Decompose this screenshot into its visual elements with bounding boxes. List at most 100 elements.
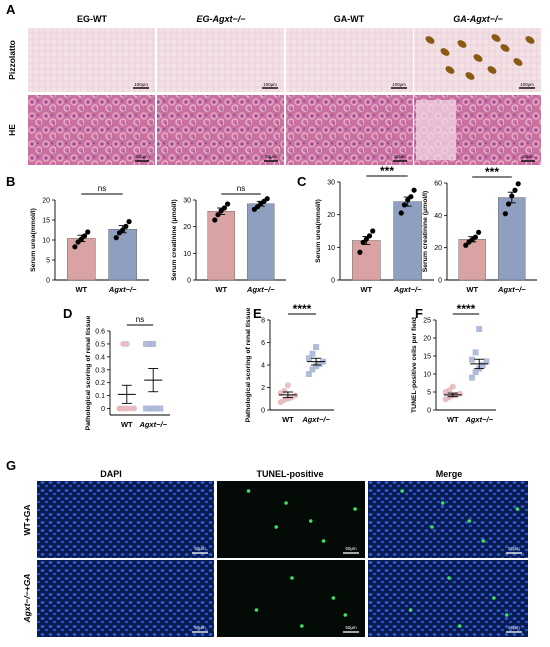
data-point [405, 197, 411, 203]
x-tick-label: Agxt−/− [301, 415, 330, 424]
bar [108, 228, 137, 281]
scale-bar-label: 50μm [265, 154, 277, 159]
bar [247, 203, 275, 281]
tunel-positive-cell [353, 507, 357, 511]
tunel-positive-cell [300, 624, 304, 628]
scale-bar-label: 50μm [508, 546, 520, 551]
x-tick-label: WT [121, 420, 133, 429]
scale-bar-label: 100μm [134, 82, 148, 87]
y-tick-label: 20 [434, 245, 442, 252]
y-tick-label: 30 [327, 180, 335, 187]
tunel-positive-cell [440, 501, 445, 505]
y-tick-label: 20 [327, 212, 335, 219]
significance-label: **** [293, 302, 312, 316]
y-tick-label: 8 [261, 318, 265, 325]
y-tick-label: 0 [438, 278, 442, 285]
y-tick-label: 0 [101, 406, 105, 413]
tunel-positive-cell [254, 608, 259, 612]
data-point [78, 236, 84, 242]
data-point [398, 210, 404, 216]
crystal-deposit [491, 34, 501, 42]
significance-label: ns [237, 184, 245, 193]
data-point [85, 229, 91, 235]
crystal-deposit [425, 36, 435, 44]
x-tick-label: Agxt−/− [464, 415, 493, 424]
data-point [316, 360, 323, 367]
scale-bar-label: 100μm [263, 82, 277, 87]
he-image [28, 95, 155, 165]
data-point [313, 363, 320, 370]
tunel-positive-cell [457, 624, 462, 628]
he-image [157, 95, 284, 165]
panel-letter: C [297, 174, 307, 189]
scale-bar-label: 50μm [194, 625, 206, 630]
x-tick-label: Agxt−/− [246, 285, 275, 294]
data-point [479, 362, 486, 368]
crystal-deposit [513, 58, 523, 66]
data-point [411, 187, 417, 193]
data-point [72, 244, 78, 250]
chart-e-5: E 0 2 4 6 8 Pathological scoring of renal tiss… [245, 302, 334, 424]
y-tick-label: 0.4 [95, 354, 105, 361]
data-point [153, 405, 160, 412]
data-point [472, 234, 478, 240]
tunel-positive-cell [284, 501, 288, 505]
data-point [515, 181, 521, 187]
merge-image [368, 481, 528, 558]
chart-b-0: B 0 5 10 15 20 Serum urea(mmol/l) WT Agxt−/− ns [6, 174, 149, 294]
panel-letter: B [6, 174, 15, 189]
data-point [449, 383, 456, 390]
data-point [313, 344, 320, 350]
tunel-positive-cell [343, 613, 348, 617]
panel-a: A EG-WT EG-Agxt−/− GA-WT GA-Agxt−/− Pizz… [6, 2, 541, 165]
y-tick-label: 5 [46, 258, 50, 265]
scale-bar-label: 50μm [194, 546, 206, 551]
row-label-he: HE [7, 124, 17, 136]
bar [207, 210, 235, 281]
data-point [483, 358, 490, 365]
merge-image [368, 560, 528, 637]
row-label-pizzolatto: Pizzolatto [7, 40, 17, 80]
pizzolatto-image [28, 28, 155, 92]
tunel-positive-cell [408, 608, 413, 612]
data-point [360, 239, 366, 246]
data-point [457, 390, 463, 397]
panel-letter: F [415, 306, 423, 321]
crystal-deposit [487, 66, 497, 74]
chart-c-3: 0 20 40 60 Serum creatinine (μmol/l) WT Agxt−/… [422, 165, 537, 294]
data-point [366, 233, 373, 239]
data-point [120, 227, 126, 233]
tissue-damage-area [416, 100, 456, 160]
data-point [157, 405, 164, 412]
data-point [212, 217, 218, 223]
panel-g: G DAPI TUNEL-positive Merge WT+GA Agxt−/… [6, 458, 528, 637]
data-point [143, 405, 149, 412]
data-point [408, 194, 414, 200]
tunel-image [217, 481, 365, 558]
data-point [469, 356, 475, 363]
y-axis-label: Serum creatinine (μmol/l) [422, 191, 429, 273]
data-point [309, 350, 316, 357]
data-point [472, 369, 479, 376]
data-point [281, 387, 288, 394]
data-point [292, 392, 299, 399]
he-image [286, 95, 413, 165]
dapi-image [37, 560, 214, 637]
tunel-positive-cell [321, 539, 326, 543]
y-tick-label: 0 [427, 408, 431, 415]
y-axis-label: TUNEL-positive cells per field [411, 317, 418, 413]
x-tick-label: WT [360, 285, 372, 294]
data-point [476, 326, 483, 332]
pizzolatto-image [157, 28, 284, 92]
tunel-positive-cell [246, 489, 251, 493]
significance-label: *** [380, 164, 394, 178]
y-axis-label: Pathological scoring of renal tissue [245, 307, 252, 422]
g-row-agxt-ga: Agxt−/−+GA [22, 574, 32, 624]
crystal-deposit [445, 66, 455, 74]
data-point [284, 382, 291, 389]
y-tick-label: 5 [427, 390, 431, 397]
y-tick-label: 20 [423, 336, 431, 343]
data-point [150, 405, 157, 412]
tunel-image [217, 560, 365, 637]
